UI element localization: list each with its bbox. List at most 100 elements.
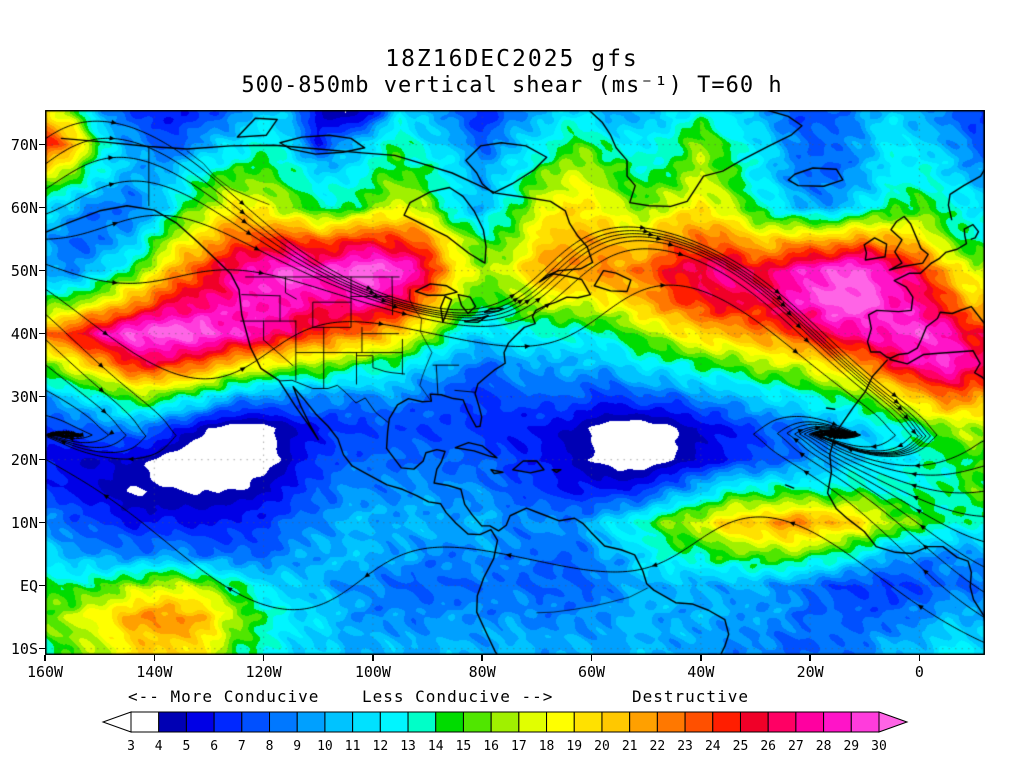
colorbar-tick-label: 12 — [373, 739, 389, 754]
lat-tick-label: 70N — [10, 135, 38, 154]
lat-tick-label: EQ — [19, 576, 38, 595]
lon-axis-tick — [918, 655, 921, 661]
colorbar-cell — [518, 711, 548, 733]
legend-more-conducive: <-- More Conducive — [128, 687, 320, 706]
lat-tick-label: 30N — [10, 387, 38, 406]
colorbar-cell — [823, 711, 852, 733]
lon-axis-tick — [590, 655, 593, 661]
colorbar-tick-label: 24 — [705, 739, 721, 754]
lat-tick-label: 50N — [10, 261, 38, 280]
colorbar-cell — [601, 711, 631, 733]
colorbar-cell — [269, 711, 298, 733]
colorbar-cell — [629, 711, 658, 733]
lat-tick-label: 20N — [10, 450, 38, 469]
colorbar-cell — [656, 711, 686, 733]
lon-axis-tick — [809, 655, 811, 661]
colorbar-tick-label: 13 — [400, 739, 416, 754]
lon-tick-label: 140W — [136, 663, 173, 681]
colorbar-tick-label: 7 — [238, 739, 246, 754]
lat-tick-label: 10S — [10, 639, 38, 658]
lat-axis-tick — [39, 206, 45, 209]
colorbar-tick-label: 14 — [428, 739, 444, 754]
chart-subtitle: 500-850mb vertical shear (ms⁻¹) T=60 h — [241, 73, 783, 98]
lon-tick-label: 0 — [914, 663, 924, 681]
colorbar-segment — [878, 711, 909, 733]
lat-axis-tick — [39, 584, 45, 587]
colorbar-tick-label: 30 — [871, 739, 887, 754]
lon-axis-tick — [262, 655, 265, 661]
lon-tick-label: 20W — [796, 663, 824, 681]
lon-tick-label: 160W — [26, 663, 64, 681]
lat-axis-tick — [39, 143, 45, 146]
lon-axis-tick — [44, 655, 46, 661]
colorbar-cell — [435, 711, 464, 733]
colorbar-cell — [490, 711, 520, 733]
lat-tick-label: 60N — [10, 198, 38, 217]
colorbar-cell — [712, 711, 741, 733]
lon-tick-label: 80W — [468, 663, 496, 681]
colorbar-tick-label: 5 — [182, 739, 190, 754]
colorbar-cell — [324, 711, 354, 733]
colorbar-tick-label: 29 — [843, 739, 859, 754]
legend-less-conducive: Less Conducive --> — [362, 687, 554, 706]
colorbar-cell — [407, 711, 437, 733]
colorbar-tick-label: 3 — [127, 739, 135, 754]
colorbar-tick-label: 16 — [483, 739, 499, 754]
colorbar-cell — [795, 711, 825, 733]
lat-axis-tick — [39, 269, 45, 272]
colorbar-tick-label: 11 — [345, 739, 361, 754]
lat-tick-label: 10N — [10, 513, 38, 532]
lat-axis-tick — [39, 458, 45, 461]
colorbar: 3 4 5 6 7 8 9 10 11 12 13 14 15 16 17 18 19 20 21 22 23 24 25 2… — [101, 711, 909, 754]
colorbar-tick-label: 28 — [816, 739, 832, 754]
lon-axis-tick — [700, 655, 702, 661]
colorbar-cell — [379, 711, 409, 733]
colorbar-tick-label: 22 — [650, 739, 666, 754]
colorbar-tick-label: 6 — [210, 739, 218, 754]
lat-axis-tick — [39, 332, 45, 335]
lon-tick-label: 40W — [687, 663, 715, 681]
colorbar-tick-label: 4 — [155, 739, 163, 754]
colorbar-tick-label: 10 — [317, 739, 333, 754]
colorbar-tick-label: 26 — [760, 739, 776, 754]
colorbar-tick-label: 15 — [456, 739, 472, 754]
colorbar-cell — [767, 711, 797, 733]
colorbar-cell — [462, 711, 492, 733]
lon-tick-label: 100W — [354, 663, 391, 681]
colorbar-cell — [573, 711, 603, 733]
lon-tick-label: 60W — [577, 663, 606, 681]
colorbar-tick-label: 8 — [266, 739, 274, 754]
colorbar-tick-label: 23 — [677, 739, 693, 754]
colorbar-tick-label: 25 — [733, 739, 749, 754]
colorbar-tick-label: 27 — [788, 739, 804, 754]
colorbar-cell — [352, 711, 381, 733]
colorbar-segment — [101, 711, 132, 733]
lon-axis-tick — [481, 655, 483, 661]
lat-axis-tick — [39, 521, 45, 524]
lat-axis-tick — [39, 395, 45, 398]
colorbar-cell — [130, 711, 160, 733]
shear-map-canvas — [45, 110, 985, 655]
colorbar-tick-label: 20 — [594, 739, 610, 754]
colorbar-tick-label: 17 — [511, 739, 527, 754]
lon-axis-tick — [372, 655, 374, 661]
colorbar-cell — [241, 711, 271, 733]
colorbar-tick-label: 18 — [539, 739, 555, 754]
colorbar-tick-label: 9 — [293, 739, 301, 754]
lon-axis-tick — [153, 655, 156, 661]
lon-tick-label: 120W — [245, 663, 282, 681]
chart-title: 18Z16DEC2025 gfs — [385, 46, 639, 72]
lat-tick-label: 40N — [10, 324, 38, 343]
colorbar-cell — [850, 711, 880, 733]
colorbar-cell — [684, 711, 714, 733]
colorbar-cell — [158, 711, 187, 733]
colorbar-cell — [185, 711, 215, 733]
colorbar-tick-label: 19 — [566, 739, 582, 754]
legend-destructive: Destructive — [632, 687, 749, 706]
lat-axis-tick — [39, 647, 45, 650]
colorbar-cell — [213, 711, 243, 733]
colorbar-cell — [546, 711, 575, 733]
colorbar-cell — [296, 711, 326, 733]
colorbar-tick-label: 21 — [622, 739, 638, 754]
